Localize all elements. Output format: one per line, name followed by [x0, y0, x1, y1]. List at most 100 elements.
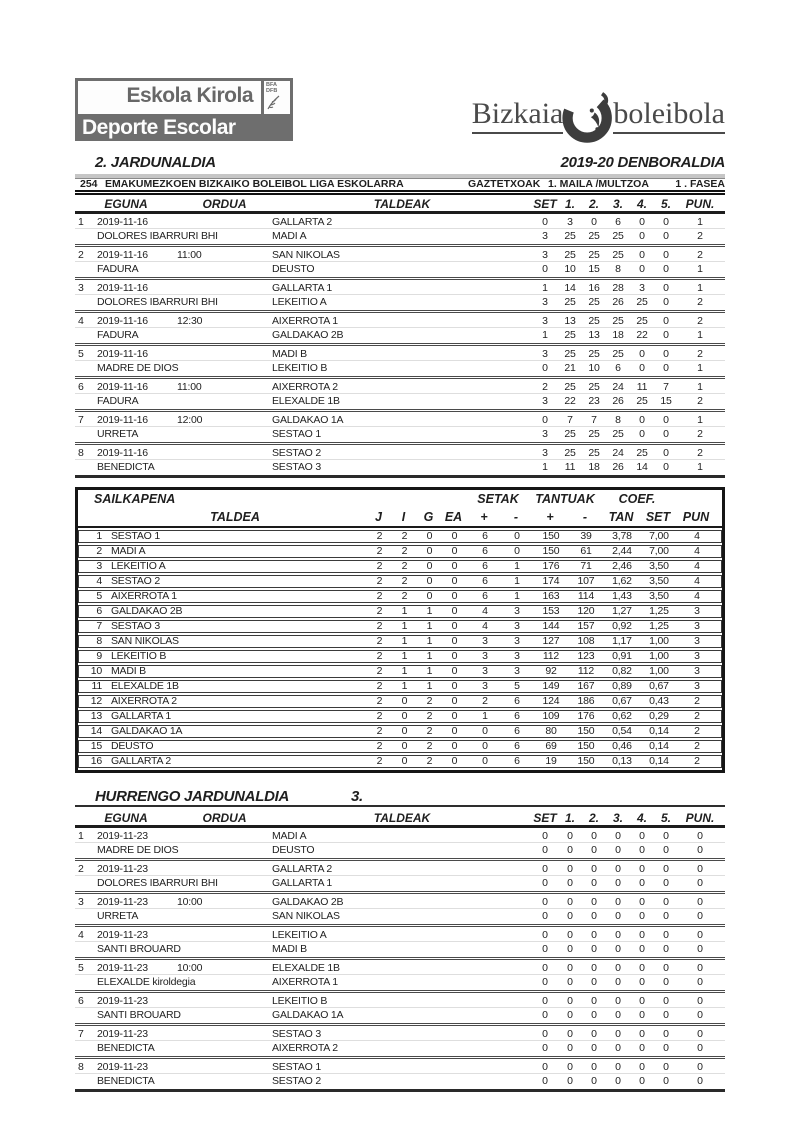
- away-set2: 18: [588, 461, 600, 473]
- home-set5: 0: [663, 414, 669, 426]
- sets-against: 3: [514, 650, 520, 662]
- home-set4: 25: [636, 447, 648, 459]
- away-set3: 26: [612, 296, 624, 308]
- home-set5: 7: [663, 381, 669, 393]
- away-set2: 0: [591, 844, 597, 856]
- drawn: 0: [451, 620, 458, 632]
- standings-row: 7 SESTAO 3 2 1 1 0 4 3 144 157 0,92 1,25…: [78, 620, 722, 633]
- home-set1: 0: [567, 863, 573, 875]
- league-category: GAZTETXOAK: [468, 178, 541, 190]
- drawn: 0: [451, 560, 458, 572]
- points-against: 150: [577, 755, 595, 767]
- home-set2: 0: [591, 962, 597, 974]
- home-set2: 0: [591, 863, 597, 875]
- set-coef: 0,43: [649, 695, 669, 707]
- league-points: 4: [694, 575, 700, 587]
- match-row: 7 2019-11-16 12:00 GALDAKAO 1A 0 7 7 8 0…: [75, 412, 725, 445]
- home-points: 0: [697, 830, 703, 842]
- match-venue: BENEDICTA: [97, 461, 155, 473]
- col-eguna: EGUNA: [104, 811, 148, 825]
- team-name: LEKEITIO A: [111, 560, 166, 572]
- league-points: 3: [694, 665, 700, 677]
- away-set2: 25: [588, 230, 600, 242]
- away-sets-won: 3: [542, 296, 548, 308]
- away-set3: 0: [615, 976, 621, 988]
- lost: 0: [426, 530, 433, 542]
- home-set2: 0: [591, 1061, 597, 1073]
- match-number: 6: [78, 381, 84, 393]
- lost: 2: [426, 695, 433, 707]
- home-set3: 28: [612, 282, 624, 294]
- away-sets-won: 3: [542, 230, 548, 242]
- col-taldea: TALDEA: [210, 510, 260, 524]
- away-points: 2: [697, 296, 703, 308]
- team-name: ELEXALDE 1B: [111, 680, 179, 692]
- tan-coef: 1,43: [612, 590, 632, 602]
- tan-coef: 0,46: [612, 740, 632, 752]
- bfa-dfb-badge: BFA DFB: [264, 81, 290, 114]
- match-number: 8: [78, 447, 84, 459]
- points-for: 163: [542, 590, 560, 602]
- home-set4: 0: [639, 414, 645, 426]
- points-for: 153: [542, 605, 560, 617]
- away-set3: 0: [615, 910, 621, 922]
- away-set5: 0: [663, 230, 669, 242]
- away-set2: 23: [588, 395, 600, 407]
- match-row: 5 2019-11-23 10:00 ELEXALDE 1B 0 0 0 0 0…: [75, 960, 725, 993]
- won: 0: [401, 755, 408, 767]
- points-against: 150: [577, 725, 595, 737]
- away-set3: 26: [612, 395, 624, 407]
- league-points: 2: [694, 725, 700, 737]
- sets-for: 3: [482, 635, 488, 647]
- away-set3: 25: [612, 230, 624, 242]
- away-set3: 0: [615, 877, 621, 889]
- won: 0: [401, 725, 408, 737]
- sets-against: 0: [514, 530, 520, 542]
- next-round-number: 3.: [351, 788, 363, 805]
- sets-for: 0: [482, 725, 488, 737]
- sets-against: 0: [514, 545, 520, 557]
- home-points: 2: [697, 447, 703, 459]
- away-points: 0: [697, 1009, 703, 1021]
- sets-against: 3: [514, 635, 520, 647]
- match-time: [177, 928, 272, 941]
- col-set4: 4.: [636, 811, 647, 825]
- away-set5: 0: [663, 943, 669, 955]
- match-time: [177, 1060, 272, 1073]
- match-date: 2019-11-16: [97, 282, 148, 294]
- league-points: 3: [694, 650, 700, 662]
- home-sets-won: 3: [542, 249, 548, 261]
- away-set3: 6: [615, 362, 621, 374]
- match-row: 6 2019-11-16 11:00 AIXERROTA 2 2 25 25 2…: [75, 379, 725, 412]
- played: 2: [376, 755, 383, 767]
- played: 2: [376, 680, 383, 692]
- home-points: 0: [697, 962, 703, 974]
- points-for: 150: [542, 530, 560, 542]
- sets-against: 6: [514, 710, 520, 722]
- standings-row: 11 ELEXALDE 1B 2 1 1 0 3 5 149 167 0,89 …: [78, 680, 722, 693]
- match-number: 2: [78, 249, 84, 261]
- away-sets-won: 0: [542, 1042, 548, 1054]
- drawn: 0: [451, 710, 458, 722]
- won: 2: [401, 590, 408, 602]
- col-eguna: EGUNA: [104, 197, 148, 211]
- match-date: 2019-11-23: [97, 929, 148, 941]
- away-team: ELEXALDE 1B: [272, 395, 340, 407]
- home-set3: 8: [615, 414, 621, 426]
- home-team: AIXERROTA 1: [272, 315, 338, 327]
- match-number: 1: [78, 830, 84, 842]
- match-venue: SANTI BROUARD: [97, 1009, 181, 1021]
- col-taldeak: TALDEAK: [373, 197, 431, 211]
- away-set4: 0: [639, 877, 645, 889]
- team-rank: 9: [96, 650, 102, 662]
- home-set1: 14: [564, 282, 576, 294]
- home-set4: 0: [639, 1061, 645, 1073]
- home-set1: 13: [564, 315, 576, 327]
- away-set2: 15: [588, 263, 600, 275]
- set-coef: 0,14: [649, 755, 669, 767]
- match-row: 8 2019-11-16 SESTAO 2 3 25 25 24 25 0 2: [75, 445, 725, 478]
- league-points: 2: [694, 740, 700, 752]
- group-header-tantuak: TANTUAK: [535, 492, 595, 506]
- away-points: 1: [697, 461, 703, 473]
- away-set2: 13: [588, 329, 600, 341]
